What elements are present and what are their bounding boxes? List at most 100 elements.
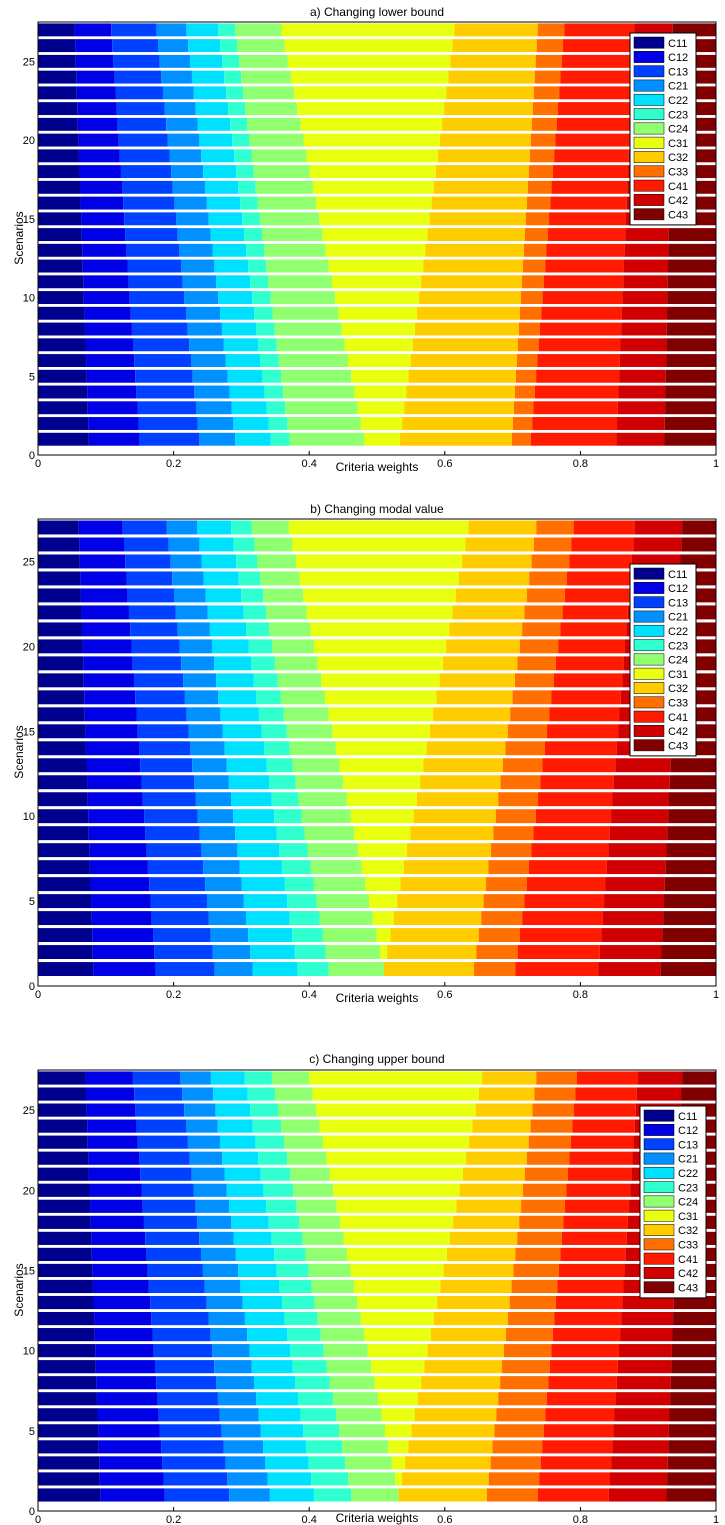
x-tick-label: 0.4 [302, 989, 317, 1001]
bar-s15-c13 [137, 724, 189, 739]
legend-label-c31: C31 [668, 138, 688, 150]
bar-s17-c11 [38, 690, 85, 705]
bar-s12-c31 [343, 775, 421, 790]
bar-s4-c11 [38, 1440, 99, 1454]
bar-s10-c42 [611, 809, 669, 824]
legend-label-c13: C13 [668, 597, 688, 609]
bar-s10-c11 [38, 291, 84, 304]
bar-s24-c33 [530, 1119, 573, 1133]
bar-s20-c11 [38, 133, 79, 147]
bar-s1-c21 [229, 1488, 270, 1502]
bar-s9-c22 [220, 306, 255, 320]
bar-s20-c23 [263, 1183, 294, 1197]
bar-s26-c13 [112, 39, 159, 53]
bar-s18-c12 [79, 165, 121, 179]
bar-s13-c41 [546, 243, 625, 257]
bar-s14-c31 [335, 741, 427, 756]
bar-s25-c32 [475, 1103, 533, 1117]
bar-s13-c31 [325, 243, 426, 257]
bar-s11-c43 [672, 1328, 716, 1342]
bar-s11-c24 [298, 792, 347, 807]
bar-s23-c13 [127, 588, 175, 603]
bar-s8-c22 [237, 843, 280, 858]
bar-s5-c11 [38, 369, 87, 383]
bar-s24-c13 [126, 571, 173, 586]
bar-s27-c42 [634, 520, 683, 535]
bar-s7-c12 [89, 860, 148, 875]
bar-s27-c24 [271, 1071, 310, 1085]
bar-s24-c31 [319, 1119, 473, 1133]
bar-s22-c32 [444, 102, 533, 116]
bar-s4-c24 [342, 1440, 389, 1454]
bar-s11-c31 [364, 1328, 431, 1342]
legend-swatch-c32 [643, 1224, 675, 1236]
bar-s18-c21 [171, 165, 204, 179]
bar-s10-c21 [197, 809, 234, 824]
bar-s18-c13 [143, 1215, 198, 1229]
bar-s6-c22 [258, 1408, 301, 1422]
bar-s27-c41 [573, 520, 635, 535]
bar-s26-c12 [75, 39, 113, 53]
bar-s5-c23 [303, 1424, 340, 1438]
bar-s8-c42 [608, 843, 667, 858]
bar-s2-c32 [402, 417, 513, 430]
bar-s3-c23 [266, 401, 286, 415]
bar-s5-c13 [150, 894, 207, 909]
bar-s1-c43 [660, 962, 716, 976]
bar-s12-c11 [38, 775, 88, 790]
bar-s1-c32 [398, 1488, 487, 1502]
bar-s23-c23 [226, 86, 244, 100]
panel-b-frame [37, 518, 717, 987]
y-tick-label: 5 [29, 371, 35, 383]
bar-s19-c22 [214, 656, 252, 671]
bar-s25-c23 [222, 54, 240, 68]
bar-s27-c32 [482, 1071, 537, 1085]
bar-s10-c23 [274, 809, 302, 824]
bar-s13-c43 [673, 1295, 716, 1310]
bar-s15-c22 [208, 212, 243, 226]
bar-s27-c12 [85, 1071, 133, 1085]
bar-s5-c21 [192, 369, 228, 383]
bar-s7-c13 [133, 338, 190, 352]
bar-s23-c12 [87, 1135, 138, 1149]
bar-s4-c32 [406, 385, 515, 399]
bar-s5-c33 [515, 369, 537, 383]
bar-s23-c24 [284, 1135, 323, 1149]
legend-label-c22: C22 [678, 1168, 698, 1180]
bar-s24-c33 [534, 70, 561, 84]
bar-s25-c22 [201, 554, 237, 569]
bar-s8-c23 [256, 322, 275, 336]
bar-s14-c21 [204, 1279, 241, 1294]
bar-s21-c31 [329, 1167, 463, 1181]
bar-s9-c41 [541, 306, 622, 320]
bar-s1-c12 [100, 1488, 165, 1502]
bar-s5-c21 [221, 1424, 261, 1438]
bar-s25-c24 [239, 54, 288, 68]
bar-s20-c41 [555, 133, 630, 147]
bar-s19-c21 [169, 149, 202, 163]
legend-label-c33: C33 [678, 1240, 698, 1252]
y-tick-label: 25 [23, 1105, 35, 1117]
legend-label-c13: C13 [668, 66, 688, 78]
bar-s5-c41 [536, 369, 620, 383]
bar-s16-c12 [80, 196, 124, 210]
bar-s23-c31 [303, 588, 456, 603]
bar-s8-c32 [407, 843, 491, 858]
bar-s19-c32 [456, 1199, 522, 1213]
bar-s14-c33 [524, 228, 548, 242]
bar-s7-c32 [417, 1392, 499, 1406]
x-tick-label: 0.2 [166, 989, 181, 1001]
bar-s2-c32 [401, 1472, 489, 1486]
bar-s6-c31 [381, 1408, 415, 1422]
bar-s25-c23 [250, 1103, 279, 1117]
bar-s25-c11 [38, 554, 80, 569]
bar-s16-c41 [549, 707, 620, 722]
bar-s5-c24 [281, 369, 352, 383]
bar-s23-c23 [241, 588, 264, 603]
legend-label-c21: C21 [678, 1154, 698, 1166]
bar-s1-c24 [289, 432, 365, 446]
bar-s18-c22 [231, 1215, 269, 1229]
bar-s1-c13 [164, 1488, 230, 1502]
bar-s15-c31 [319, 212, 430, 226]
bar-s21-c31 [300, 117, 443, 131]
